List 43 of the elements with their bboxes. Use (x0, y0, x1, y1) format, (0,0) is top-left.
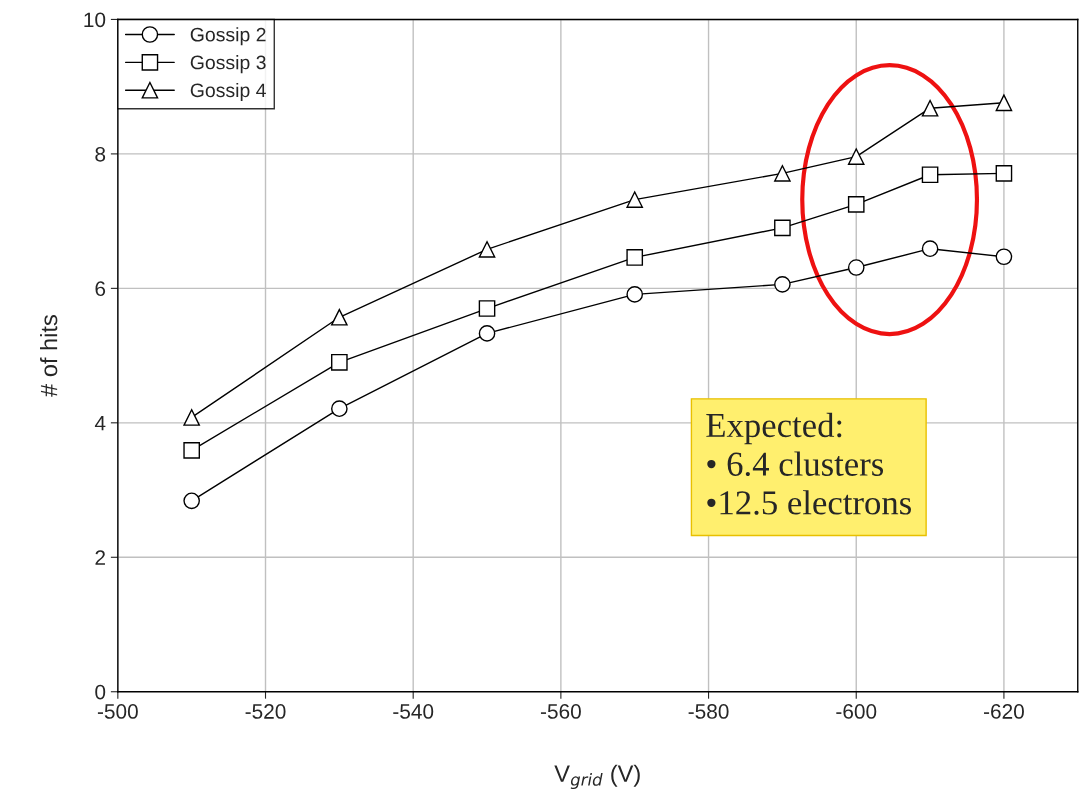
y-tick-label: 8 (95, 146, 106, 162)
point (183, 442, 201, 459)
point (847, 259, 865, 276)
point (478, 300, 496, 317)
x-axis-title: V$_{grid}$ (V) (554, 764, 640, 790)
point (331, 353, 348, 371)
point (847, 195, 865, 213)
point (774, 275, 791, 293)
point (995, 94, 1013, 112)
point (478, 325, 496, 342)
y-tick-label: 0 (95, 684, 106, 700)
x-tick-label: -540 (393, 704, 434, 719)
point (774, 219, 791, 237)
point (995, 248, 1013, 266)
y-tick-label: 2 (95, 550, 105, 565)
y-tick-label: 6 (95, 281, 106, 297)
point (921, 99, 939, 117)
x-tick-label: -520 (245, 704, 286, 719)
point (183, 492, 201, 510)
y-tick-label: 10 (84, 12, 106, 28)
point (626, 249, 644, 266)
point (626, 191, 644, 208)
x-tick-label: -580 (688, 704, 729, 719)
x-tick-label: -620 (983, 704, 1024, 719)
point (478, 241, 496, 258)
point (626, 286, 644, 303)
legend-label: Gossip 3 (190, 55, 266, 74)
y-tick-label: 4 (94, 416, 106, 431)
annotation: Expected: • 6.4 clusters •12.5 electrons (706, 412, 911, 515)
point (847, 148, 865, 165)
legend-label: Gossip 2 (190, 27, 266, 46)
point (921, 166, 939, 184)
x-tick-label: -560 (540, 704, 581, 719)
point (331, 308, 348, 326)
y-axis-title: # of hits (40, 315, 58, 397)
point (921, 240, 939, 258)
point (995, 165, 1013, 182)
point (774, 165, 791, 182)
legend-label: Gossip 4 (190, 82, 266, 102)
x-tick-label: -600 (836, 704, 877, 719)
point (183, 409, 201, 426)
point (331, 400, 348, 418)
x-tick-label: -500 (97, 704, 138, 719)
